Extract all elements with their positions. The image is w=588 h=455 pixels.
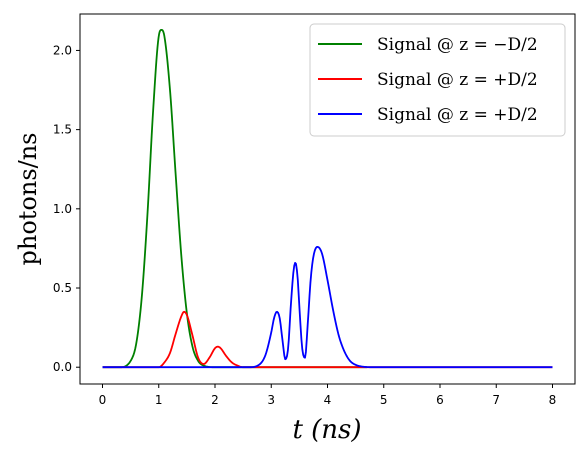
x-tick-label: 6 [436, 393, 444, 407]
x-tick-label: 4 [324, 393, 332, 407]
legend-label-1: Signal @ z = +D/2 [377, 70, 538, 90]
series-line-2 [102, 245, 553, 369]
y-axis-label: photons/ns [14, 133, 42, 266]
y-tick-label: 2.0 [53, 43, 72, 57]
x-axis-label: t (ns) [292, 415, 361, 445]
x-tick-label: 0 [99, 393, 107, 407]
x-tick-label: 5 [380, 393, 388, 407]
y-tick-label: 0.5 [53, 281, 72, 295]
series-lines [102, 28, 553, 369]
x-ticks: 0 1 2 3 4 5 6 7 8 [99, 384, 557, 407]
legend-label-2: Signal @ z = +D/2 [377, 105, 538, 125]
plot-frame [79, 13, 576, 385]
x-tick-label: 7 [492, 393, 500, 407]
legend: Signal @ z = −D/2 Signal @ z = +D/2 Sign… [309, 23, 566, 137]
x-tick-label: 8 [549, 393, 557, 407]
legend-label-0: Signal @ z = −D/2 [377, 35, 538, 55]
x-tick-label: 1 [155, 393, 163, 407]
y-ticks: 0.0 0.5 1.0 1.5 2.0 [53, 43, 80, 374]
y-tick-label: 1.0 [53, 202, 72, 216]
y-tick-label: 1.5 [53, 123, 72, 137]
x-tick-label: 2 [211, 393, 219, 407]
y-tick-label: 0.0 [53, 360, 72, 374]
legend-box [309, 23, 566, 137]
x-tick-label: 3 [267, 393, 275, 407]
